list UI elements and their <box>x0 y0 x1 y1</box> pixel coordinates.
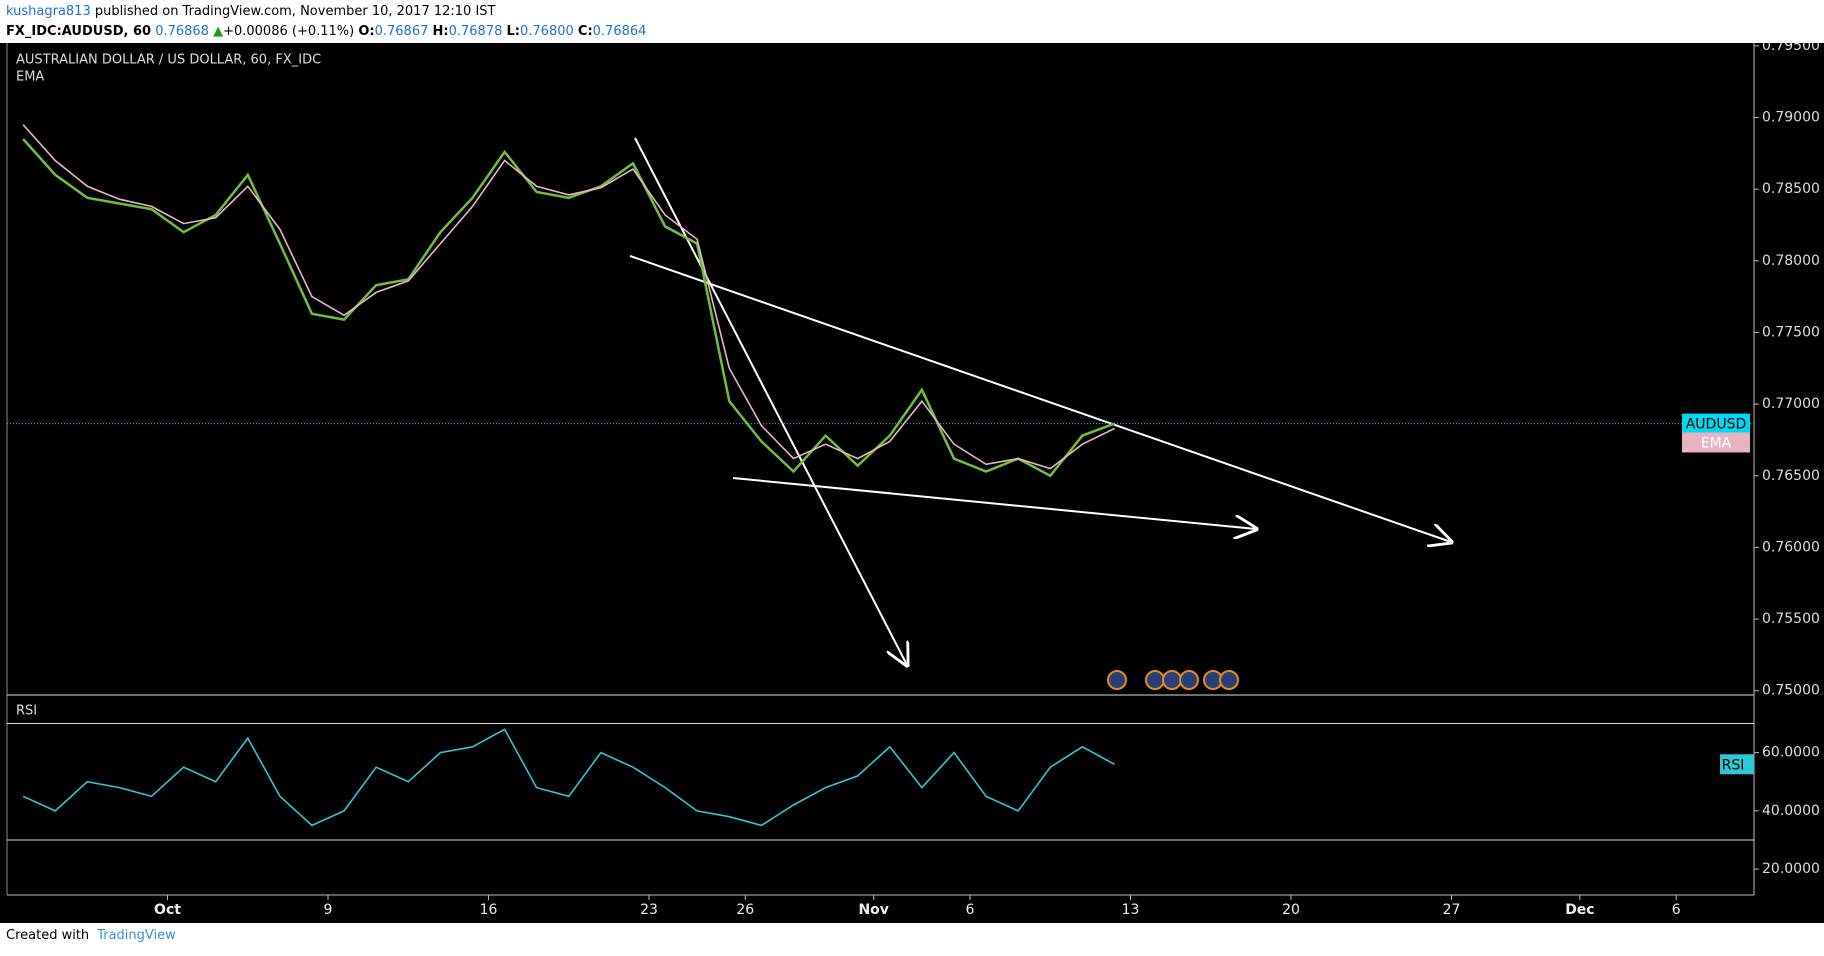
pane-title: AUSTRALIAN DOLLAR / US DOLLAR, 60, FX_ID… <box>16 53 321 68</box>
header-line-2: FX_IDC:AUDUSD, 60 0.76868 ▲+0.00086 (+0.… <box>6 22 646 42</box>
y-tick-label: 0.76000 <box>1762 539 1820 555</box>
header-line-1: kushagra813 published on TradingView.com… <box>6 2 646 22</box>
o: 0.76867 <box>374 24 429 39</box>
x-tick-label: 16 <box>480 902 498 918</box>
up-arrow: ▲ <box>213 24 224 39</box>
symbol: FX_IDC:AUDUSD, 60 <box>6 24 152 39</box>
event-icon[interactable] <box>1107 670 1127 690</box>
l-label: L: <box>506 24 520 39</box>
x-tick-label: 27 <box>1443 902 1461 918</box>
x-tick-label: 6 <box>966 902 975 918</box>
series-line <box>22 124 1115 470</box>
x-tick-label: Nov <box>858 902 888 918</box>
x-tick-label: 9 <box>324 902 333 918</box>
y-tick-label: 0.75500 <box>1762 611 1820 627</box>
y-tick-label: 0.78500 <box>1762 181 1820 197</box>
axis-value-box <box>1720 754 1754 775</box>
created: Created with <box>6 928 90 943</box>
footer: Created with TradingView <box>6 928 176 943</box>
last: 0.76868 <box>155 24 209 39</box>
axis-value-name: RSI <box>1722 757 1745 773</box>
h-label: H: <box>432 24 449 39</box>
brand[interactable]: TradingView <box>97 928 176 943</box>
ema-label: EMA <box>16 70 44 85</box>
trend-line <box>732 477 1256 529</box>
y-tick-label: 0.75000 <box>1762 683 1820 699</box>
background <box>0 43 1824 923</box>
series-line <box>22 728 1115 827</box>
event-icon[interactable] <box>1162 670 1182 690</box>
axis-value-box <box>1682 413 1750 434</box>
o-label: O: <box>358 24 375 39</box>
x-tick-label: 13 <box>1122 902 1140 918</box>
y-tick-label: 0.77000 <box>1762 396 1820 412</box>
chart: AUSTRALIAN DOLLAR / US DOLLAR, 60, FX_ID… <box>0 43 1824 923</box>
x-tick-label: Dec <box>1565 902 1594 918</box>
change: +0.00086 (+0.11%) <box>223 24 355 39</box>
event-icon[interactable] <box>1219 670 1239 690</box>
y-tick-label: 60.0000 <box>1762 745 1820 761</box>
published: published on TradingView.com, November 1… <box>94 4 496 19</box>
header: kushagra813 published on TradingView.com… <box>6 2 646 42</box>
y-tick-label: 0.77500 <box>1762 324 1820 340</box>
y-tick-label: 0.79500 <box>1762 43 1820 54</box>
event-icons <box>1107 670 1239 690</box>
x-tick-label: 20 <box>1282 902 1300 918</box>
y-tick-label: 0.78000 <box>1762 253 1820 269</box>
y-tick-label: 0.79000 <box>1762 110 1820 126</box>
user[interactable]: kushagra813 <box>6 4 91 19</box>
x-tick-label: 26 <box>736 902 754 918</box>
y-tick-label: 0.76500 <box>1762 468 1820 484</box>
axis-value-name: AUDUSD <box>1686 417 1747 433</box>
c-label: C: <box>577 24 593 39</box>
l: 0.76800 <box>520 24 574 39</box>
axis-value-box <box>1682 432 1750 453</box>
event-icon[interactable] <box>1179 670 1199 690</box>
h: 0.76878 <box>448 24 503 39</box>
rsi-pane-title: RSI <box>16 704 37 719</box>
axis-value-name: EMA <box>1701 435 1732 451</box>
y-tick-label: 20.0000 <box>1762 861 1820 877</box>
x-tick-label: 6 <box>1672 902 1681 918</box>
trend-line <box>629 255 1451 542</box>
y-tick-label: 40.0000 <box>1762 803 1820 819</box>
series-line <box>22 138 1115 478</box>
x-tick-label: 23 <box>640 902 658 918</box>
c: 0.76864 <box>592 24 647 39</box>
event-icon[interactable] <box>1145 670 1165 690</box>
x-tick-label: Oct <box>154 902 181 918</box>
